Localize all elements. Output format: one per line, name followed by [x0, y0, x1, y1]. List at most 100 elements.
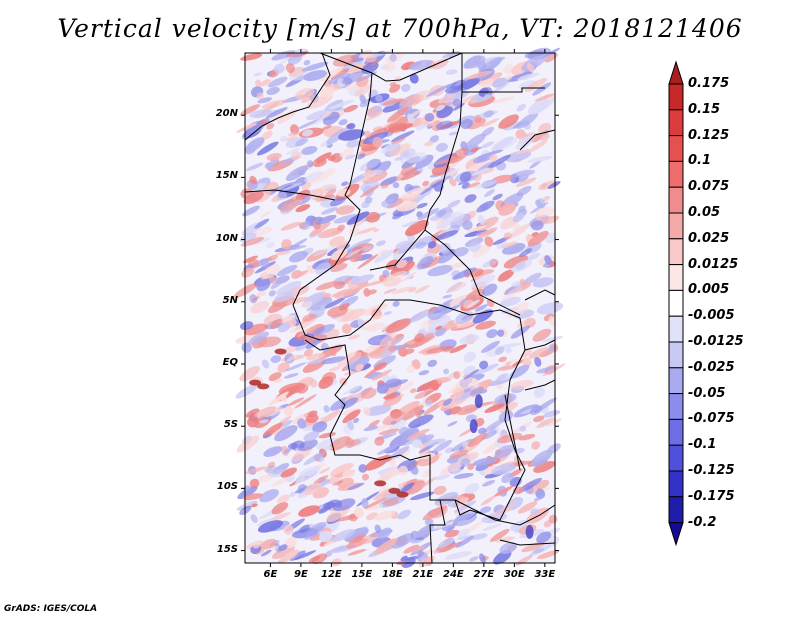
field-blob [289, 491, 296, 497]
field-blob [470, 533, 488, 540]
colorbar-level-label: 0.1 [688, 153, 712, 169]
field-blob [303, 60, 311, 66]
field-blob [449, 344, 468, 354]
x-tick-label: 21E [412, 569, 434, 580]
border-drc-east [430, 317, 526, 521]
field-blob [489, 56, 506, 65]
field-blob [456, 404, 479, 415]
field-blob [382, 98, 404, 106]
field-blob [305, 414, 319, 424]
field-blob [356, 227, 377, 235]
field-blob [313, 245, 337, 257]
field-blob [283, 373, 299, 379]
field-blob [263, 446, 283, 457]
field-blob [383, 288, 397, 294]
field-blob [380, 182, 390, 189]
field-blob [249, 478, 260, 488]
field-blob [240, 236, 265, 247]
field-blob [501, 284, 524, 302]
colorbar-swatch [668, 289, 684, 317]
field-blob [261, 99, 287, 109]
field-blob [376, 382, 390, 394]
field-blob [394, 156, 404, 161]
field-blob [484, 236, 494, 247]
field-blob [405, 219, 429, 237]
field-blob [274, 291, 294, 303]
colorbar-level-label: 0.175 [688, 76, 730, 91]
field-blob [278, 382, 306, 396]
field-blob [326, 328, 340, 339]
colorbar-level-label: 0.075 [688, 179, 730, 195]
field-blob [273, 378, 283, 384]
field-blob [490, 528, 510, 542]
colorbar-swatch [668, 109, 684, 137]
field-blob [335, 205, 355, 215]
field-blob [538, 180, 558, 191]
border-sudan-ss [424, 91, 463, 231]
field-blob [496, 329, 505, 337]
field-blob [511, 169, 536, 178]
field-blob [467, 432, 488, 448]
field-blob [289, 251, 308, 263]
field-blob [414, 407, 422, 418]
field-blob [440, 461, 465, 475]
field-blob [313, 475, 329, 485]
border-egypt-sudan [461, 53, 545, 93]
colorbar-level-label: 0.15 [688, 101, 721, 117]
field-blob [498, 203, 516, 216]
field-blob [285, 63, 295, 74]
border-ethiopia [519, 129, 556, 151]
field-blob [265, 162, 274, 170]
field-blob [542, 363, 566, 377]
colorbar-level-label: -0.0125 [688, 334, 744, 349]
field-blob [278, 415, 292, 425]
field-blob [427, 240, 437, 249]
field-blob [435, 327, 447, 337]
colorbar-level-label: 0.125 [688, 127, 730, 143]
field-blob [379, 249, 388, 255]
colorbar-level-label: -0.05 [688, 385, 726, 401]
field-blob [378, 527, 392, 539]
field-blob [304, 482, 322, 495]
field-blob [283, 447, 292, 454]
field-blob [534, 93, 555, 102]
field-coldspot [525, 524, 534, 539]
field-blob [409, 73, 419, 84]
field-blob [315, 281, 339, 291]
field-blob [533, 494, 546, 502]
field-blob [339, 303, 350, 311]
field-blob [402, 428, 420, 442]
field-blob [392, 300, 400, 307]
field-blob [256, 92, 265, 100]
field-blob [518, 434, 536, 441]
colorbar-swatch [668, 367, 684, 395]
field-blob [310, 296, 333, 311]
field-blob [389, 143, 411, 157]
field-blob [244, 323, 268, 336]
credit-label: GrADS: IGES/COLA [4, 604, 98, 614]
field-blob [364, 130, 371, 138]
field-blob [257, 518, 276, 527]
field-blob [546, 418, 562, 427]
field-blob [416, 122, 426, 131]
field-blob [286, 147, 301, 155]
field-blob [395, 201, 419, 212]
field-blob [486, 329, 498, 339]
field-blob [376, 424, 388, 432]
field-blob [247, 416, 259, 428]
field-hotspot [274, 348, 287, 355]
field-blob [329, 197, 346, 207]
field-blob [463, 369, 480, 380]
field-blob [503, 121, 521, 131]
field-blob [357, 253, 379, 270]
border-zambia [454, 499, 556, 526]
field-blob [345, 356, 370, 371]
field-blob [482, 480, 496, 487]
field-blob [451, 261, 466, 269]
colorbar-swatch [668, 496, 684, 524]
field-blob [408, 59, 433, 71]
field-blob [235, 384, 258, 399]
field-blob [268, 276, 277, 284]
field-blob [266, 86, 280, 96]
field-blob [414, 285, 430, 294]
